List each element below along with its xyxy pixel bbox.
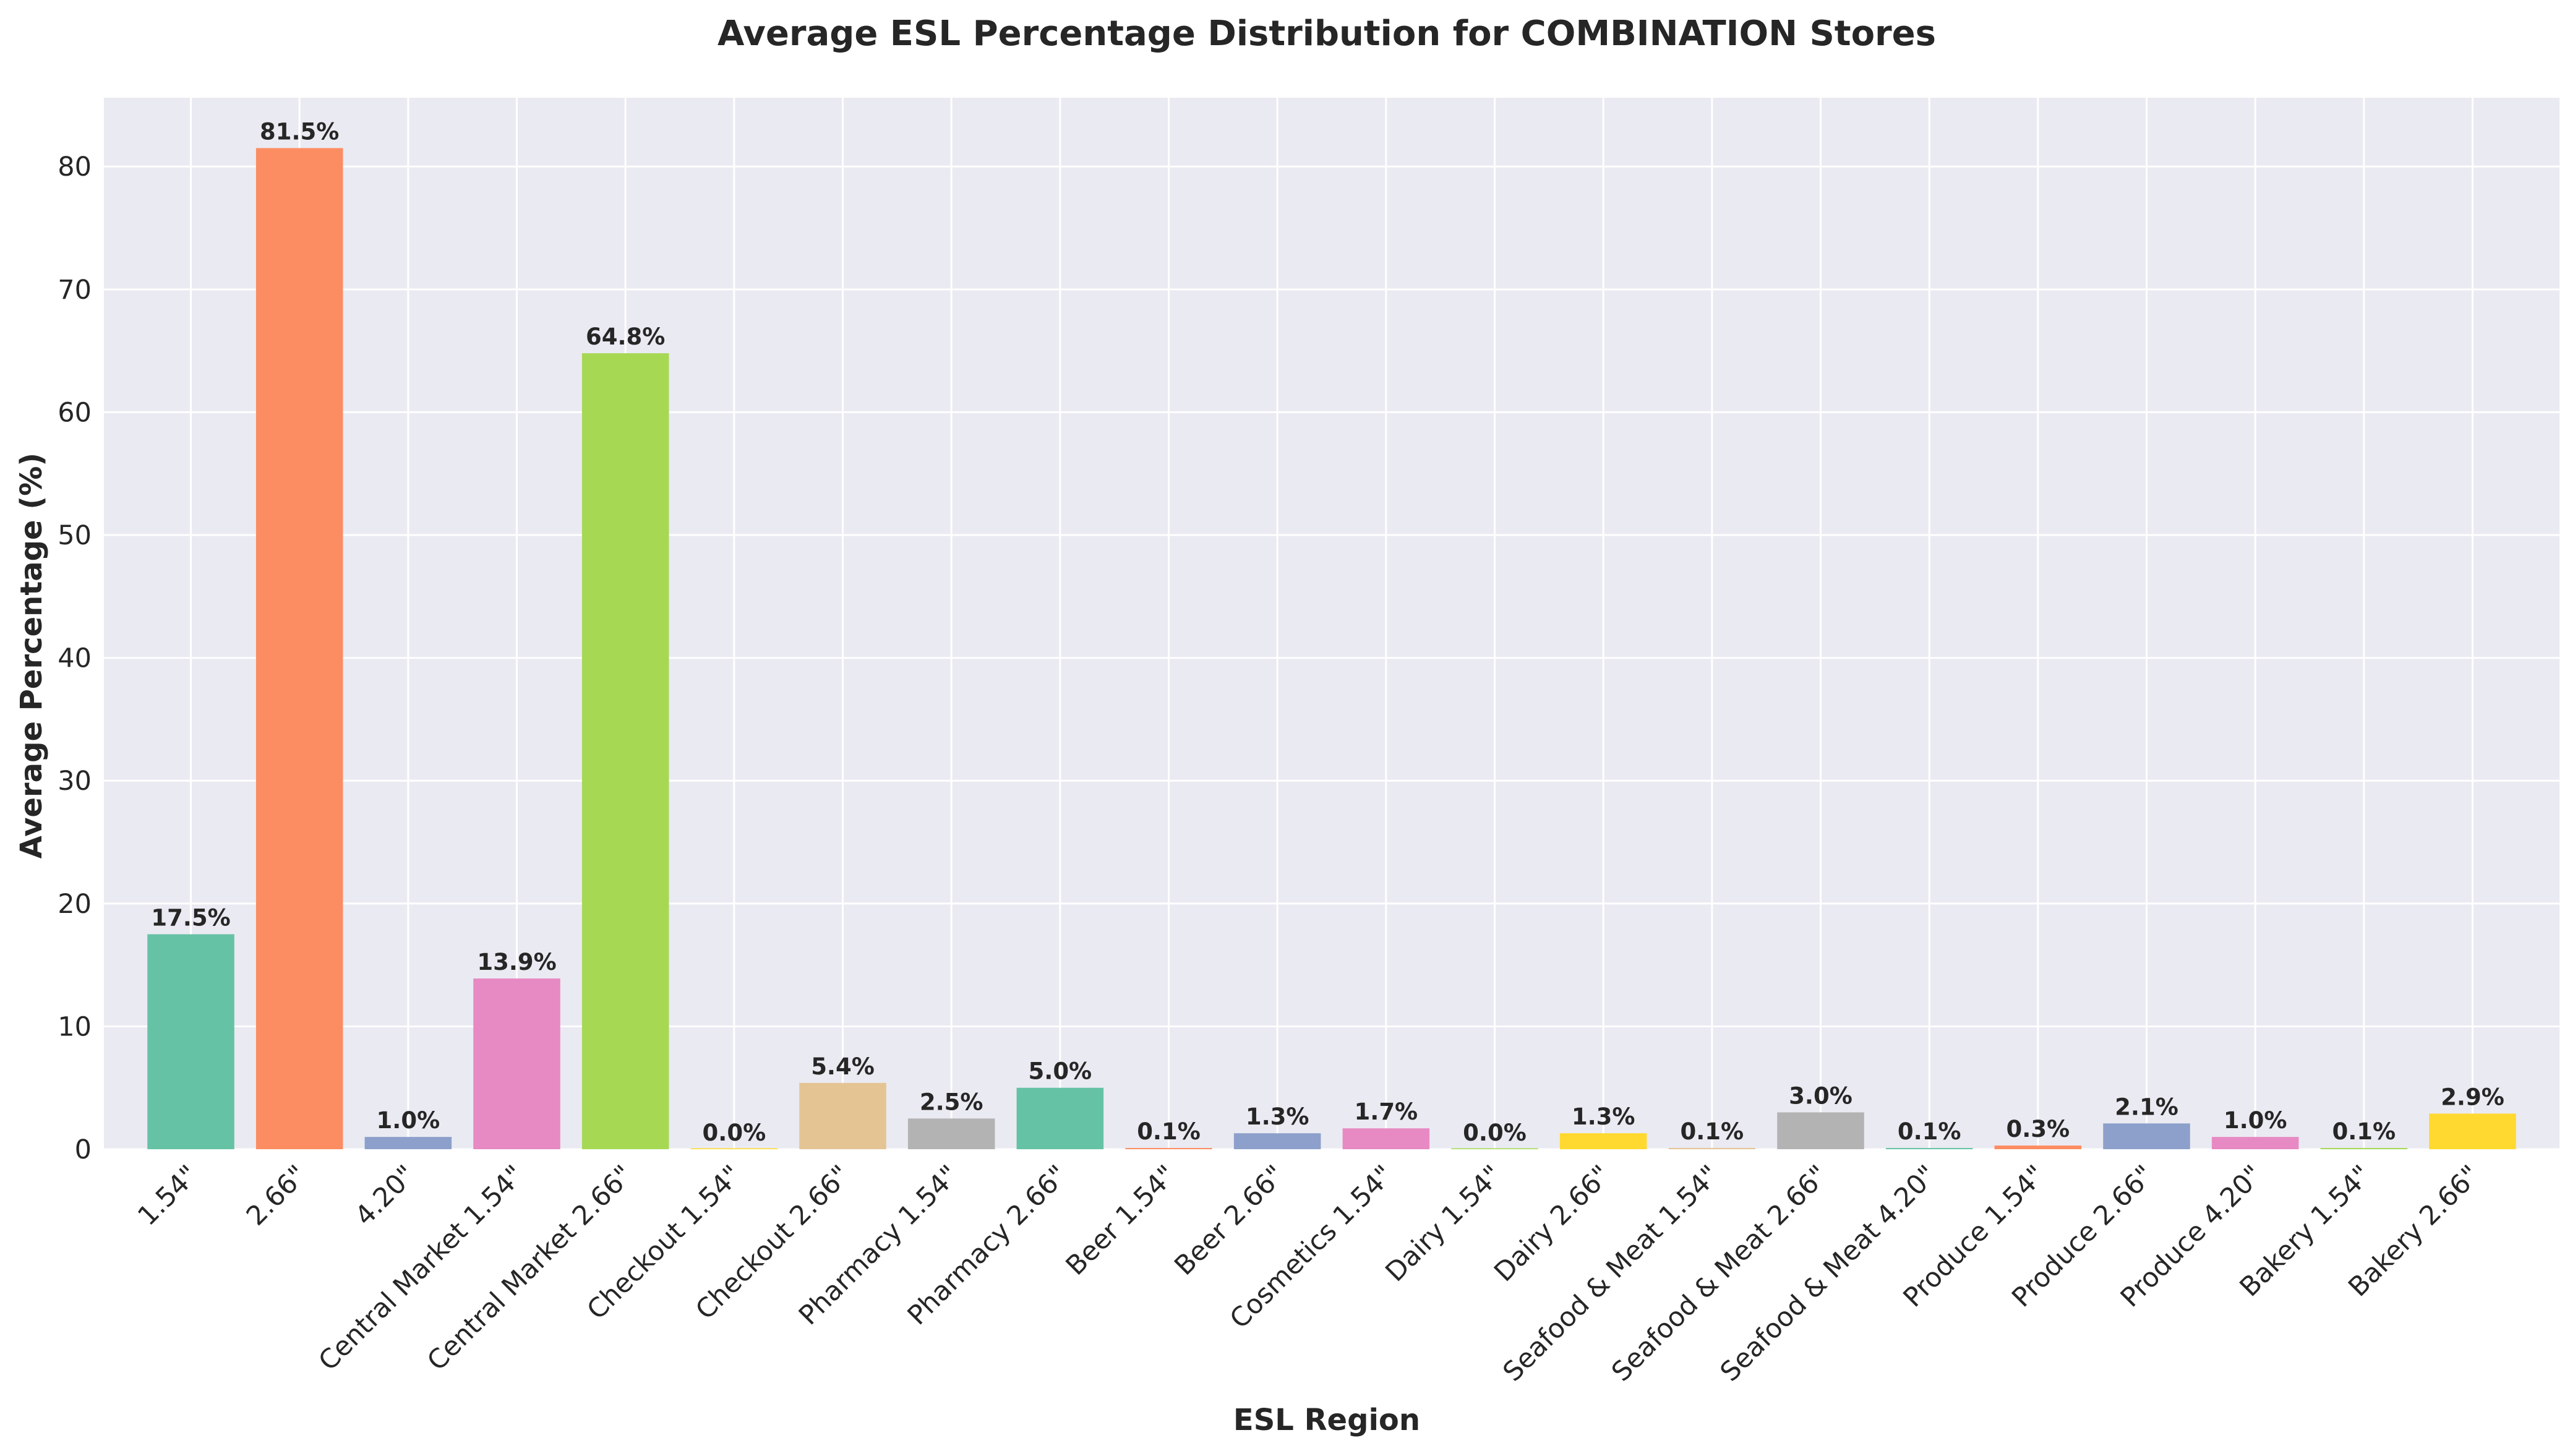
data-label: 3.0% bbox=[1789, 1082, 1853, 1109]
data-label: 0.1% bbox=[1137, 1118, 1201, 1145]
chart-title: Average ESL Percentage Distribution for … bbox=[717, 14, 1936, 54]
bar bbox=[364, 1137, 452, 1149]
y-tick-label: 50 bbox=[58, 520, 92, 551]
data-labels: 17.5% 81.5% 1.0% 13.9% 64.8% 0.0% 5.4% 2.5% 5.0%… bbox=[151, 118, 2504, 1146]
data-label: 2.9% bbox=[2441, 1084, 2504, 1110]
data-label: 0.0% bbox=[703, 1120, 766, 1146]
y-tick-label: 30 bbox=[58, 766, 92, 797]
data-label: 1.7% bbox=[1355, 1098, 1418, 1125]
bar bbox=[2429, 1113, 2516, 1149]
bar bbox=[2103, 1123, 2190, 1149]
x-axis-label: ESL Region bbox=[1233, 1403, 1420, 1437]
y-axis-label: Average Percentage (%) bbox=[14, 453, 49, 859]
bar bbox=[147, 934, 234, 1149]
y-tick-label: 80 bbox=[58, 152, 92, 182]
x-tick-label: Central Market 2.66" bbox=[421, 1159, 639, 1377]
y-axis-ticks: 0 10 20 30 40 50 60 70 80 bbox=[58, 152, 92, 1165]
x-tick-label: Central Market 1.54" bbox=[313, 1159, 531, 1377]
data-label: 0.3% bbox=[2007, 1116, 2070, 1142]
data-label: 0.1% bbox=[2332, 1118, 2396, 1145]
x-tick-label: 4.20" bbox=[349, 1159, 422, 1231]
bar bbox=[1885, 1148, 1973, 1149]
x-axis-ticks: 1.54" 2.66" 4.20"Central Market 1.54"Centr… bbox=[132, 1159, 2486, 1387]
data-label: 2.1% bbox=[2115, 1094, 2178, 1120]
bar bbox=[581, 353, 669, 1149]
y-tick-label: 20 bbox=[58, 889, 92, 920]
x-tick-label: Seafood & Meat 4.20" bbox=[1715, 1159, 1943, 1387]
bar bbox=[2320, 1148, 2408, 1149]
y-tick-label: 10 bbox=[58, 1011, 92, 1042]
bar bbox=[1233, 1133, 1321, 1149]
data-label: 64.8% bbox=[586, 323, 665, 350]
data-label: 2.5% bbox=[920, 1089, 983, 1115]
data-label: 5.0% bbox=[1029, 1058, 1092, 1085]
y-tick-label: 0 bbox=[75, 1134, 92, 1165]
data-label: 0.1% bbox=[1681, 1118, 1744, 1145]
x-tick-label: 1.54" bbox=[132, 1159, 204, 1231]
x-tick-label: Dairy 1.54" bbox=[1380, 1159, 1509, 1288]
data-label: 1.0% bbox=[2224, 1107, 2287, 1134]
bar bbox=[907, 1118, 995, 1149]
x-tick-label: Seafood & Meat 1.54" bbox=[1497, 1159, 1726, 1387]
data-label: 13.9% bbox=[477, 949, 556, 975]
bar bbox=[1451, 1148, 1538, 1149]
data-label: 0.1% bbox=[1898, 1118, 1961, 1145]
bar bbox=[1016, 1087, 1104, 1149]
x-tick-label: 2.66" bbox=[241, 1159, 313, 1231]
plot-area bbox=[104, 98, 2559, 1149]
data-label: 1.3% bbox=[1572, 1103, 1635, 1130]
bar bbox=[799, 1082, 886, 1149]
data-label: 1.3% bbox=[1246, 1103, 1309, 1130]
data-label: 17.5% bbox=[151, 904, 230, 931]
bar bbox=[1342, 1128, 1430, 1149]
y-tick-label: 60 bbox=[58, 397, 92, 428]
bar bbox=[255, 148, 343, 1149]
x-tick-label: Seafood & Meat 2.66" bbox=[1606, 1159, 1834, 1387]
bar bbox=[2211, 1137, 2299, 1149]
bar bbox=[690, 1148, 778, 1149]
y-tick-label: 40 bbox=[58, 643, 92, 674]
x-tick-label: Beer 2.66" bbox=[1168, 1159, 1290, 1281]
data-label: 1.0% bbox=[377, 1107, 440, 1134]
bar bbox=[1668, 1148, 1756, 1149]
bars bbox=[147, 148, 2516, 1149]
x-tick-label: Beer 1.54" bbox=[1060, 1159, 1182, 1281]
bar bbox=[1777, 1112, 1864, 1149]
bar bbox=[1994, 1146, 2082, 1149]
data-label: 0.0% bbox=[1463, 1120, 1527, 1146]
data-label: 5.4% bbox=[811, 1053, 875, 1080]
bar bbox=[1125, 1148, 1212, 1149]
bar bbox=[1559, 1133, 1647, 1149]
y-tick-label: 70 bbox=[58, 275, 92, 306]
data-label: 81.5% bbox=[260, 118, 339, 145]
bar bbox=[473, 978, 560, 1149]
